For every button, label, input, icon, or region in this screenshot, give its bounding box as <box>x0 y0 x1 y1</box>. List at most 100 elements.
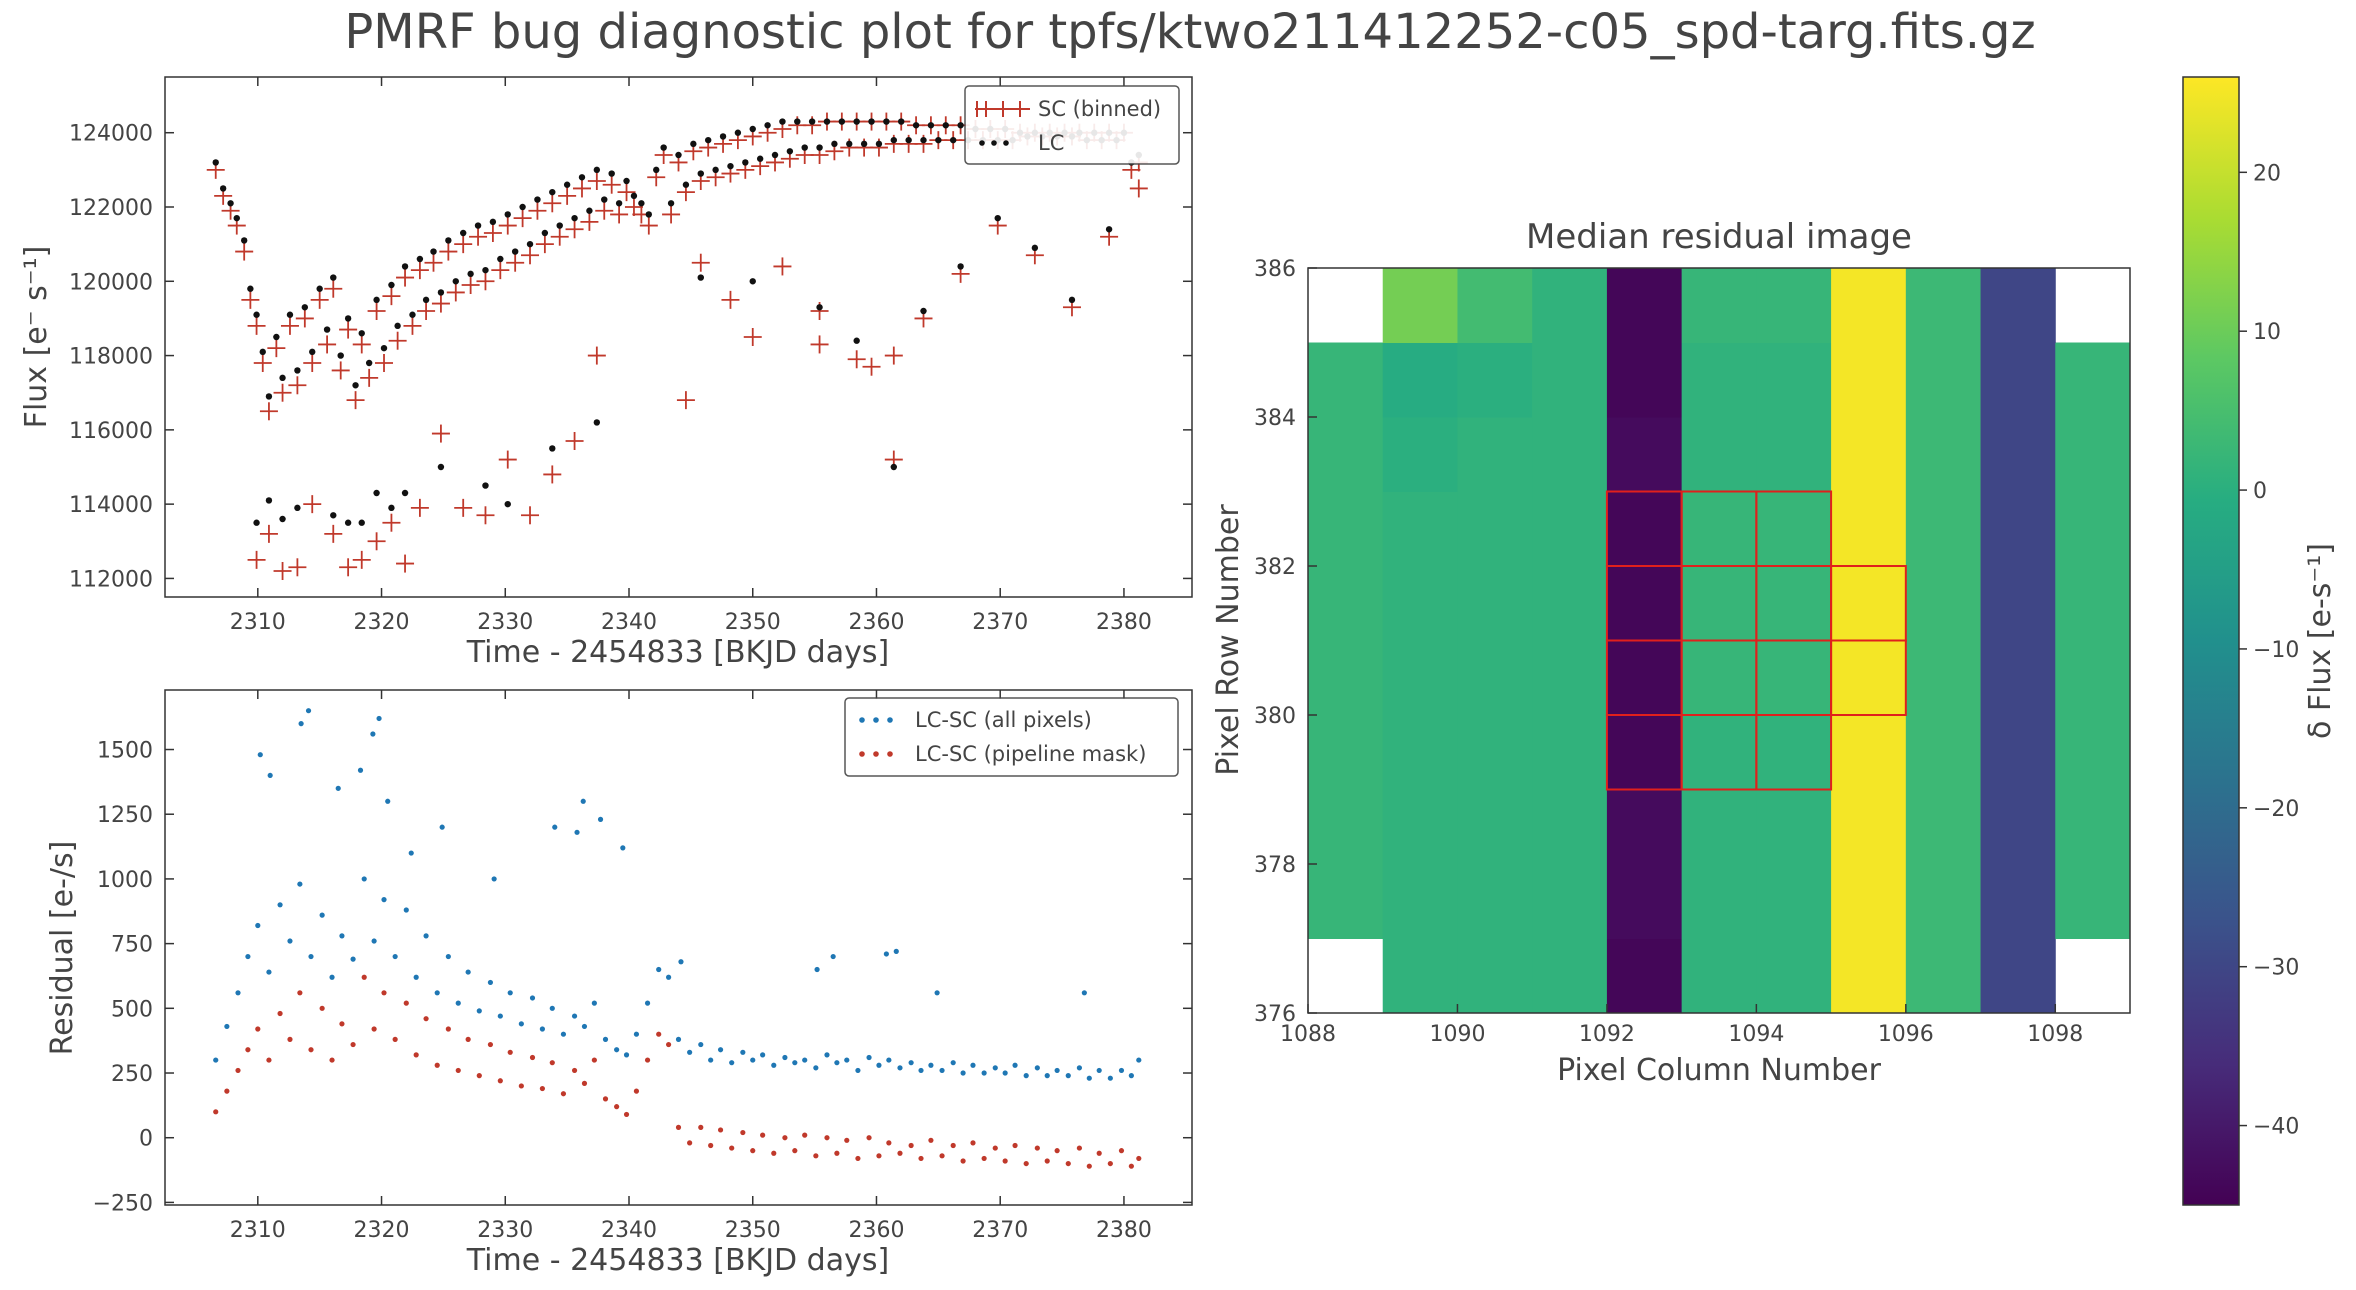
heatmap-cell <box>1756 640 1832 716</box>
residual-lc-sc-all-pixels-point <box>267 772 273 779</box>
flux-sc-binned-point <box>247 550 266 569</box>
residual-lc-sc-pipeline-mask-point <box>824 1135 830 1141</box>
flux-lc-point <box>675 151 682 159</box>
residual-lc-sc-all-pixels-point <box>235 990 241 996</box>
heatmap-cell <box>1681 640 1757 716</box>
flux-sc-binned-point <box>535 235 554 254</box>
residual-lc-sc-all-pixels-point <box>1012 1062 1018 1068</box>
heatmap-cell <box>1308 715 1384 790</box>
flux-sc-binned-point <box>513 209 532 228</box>
residual-lc-sc-pipeline-mask-point <box>844 1137 850 1143</box>
flux-sc-binned-point <box>476 272 495 291</box>
flux-lc-point <box>373 489 380 497</box>
residual-lc-sc-pipeline-mask-point <box>1012 1142 1018 1149</box>
residual-lc-sc-all-pixels-point <box>445 953 451 960</box>
flux-lc-point <box>445 237 452 244</box>
residual-lc-sc-pipeline-mask-point <box>602 1096 609 1102</box>
residual-lc-sc-all-pixels-point <box>1044 1073 1050 1079</box>
colorbar-tick-label: −40 <box>2253 1115 2299 1140</box>
heatmap-cell <box>1382 342 1458 418</box>
residual-lc-sc-pipeline-mask-point <box>224 1088 230 1094</box>
heatmap-cell <box>2055 342 2131 418</box>
flux-sc-binned-point <box>410 498 429 517</box>
flux-sc-binned-point <box>339 558 358 577</box>
residual-lc-sc-all-pixels-point <box>830 953 836 960</box>
flux-lc-point <box>265 497 273 504</box>
residual-lc-sc-pipeline-mask-point <box>549 1060 555 1066</box>
residual-lc-sc-pipeline-mask-point <box>876 1153 882 1159</box>
flux-lc-point <box>401 263 409 270</box>
heatmap-cell <box>1308 417 1384 492</box>
residual-lc-sc-pipeline-mask-point <box>981 1155 987 1162</box>
residual-lc-sc-all-pixels-point <box>855 1067 861 1074</box>
residual-lc-sc-pipeline-mask-point <box>1136 1155 1142 1162</box>
heatmap-cell <box>1831 342 1907 418</box>
heatmap-title: Median residual image <box>1526 217 1912 257</box>
flux-lc-point <box>586 207 593 214</box>
residual-lc-sc-all-pixels-point <box>529 995 536 1001</box>
residual-lc-sc-all-pixels-point <box>381 897 387 903</box>
flux-sc-binned-point <box>253 354 272 372</box>
residual-lc-sc-all-pixels-point <box>813 1065 819 1071</box>
flux-lc-point <box>388 281 395 289</box>
flux-sc-binned-point <box>528 201 547 220</box>
colorbar-gradient <box>2182 76 2240 1206</box>
residual-lc-sc-pipeline-mask-point <box>897 1150 903 1156</box>
flux-sc-binned-point <box>417 302 436 320</box>
heatmap-axes-frame <box>1307 267 2131 1014</box>
flux-sc-binned-point <box>810 335 829 354</box>
residual-lc-sc-pipeline-mask-point <box>1044 1158 1050 1164</box>
residual-lc-sc-all-pixels-point <box>897 1065 903 1071</box>
heatmap-cell <box>1831 566 1907 641</box>
flux-marks <box>206 112 1148 580</box>
flux-lc-point <box>957 122 964 129</box>
heatmap-cell <box>1905 566 1982 641</box>
residual-lc-sc-all-pixels-point <box>329 974 335 980</box>
residual-lc-sc-all-pixels-point <box>876 1062 882 1068</box>
legend-marker-lc <box>979 140 1009 146</box>
heatmap-cell <box>1681 268 1757 343</box>
flux-sc-binned-point <box>439 242 458 261</box>
residual-lc-sc-pipeline-mask-point <box>413 1052 419 1058</box>
flux-sc-binned-point <box>721 290 740 309</box>
flux-lc-point <box>808 118 816 125</box>
residual-x-tick-label: 2350 <box>725 1218 781 1243</box>
flux-lc-point <box>868 118 875 125</box>
residual-lc-sc-pipeline-mask-point <box>908 1142 914 1149</box>
legend-label-all-pixels: LC-SC (all pixels) <box>915 708 1092 732</box>
flux-lc-point <box>860 140 868 148</box>
flux-lc-point <box>927 122 935 129</box>
residual-panel: 2310 2320 2330 2340 2350 2360 2370 2380 −250 0 250… <box>45 689 1193 1278</box>
flux-lc-point <box>504 211 511 218</box>
residual-y-tick-label: 1250 <box>97 803 153 828</box>
flux-lc-point <box>920 307 927 315</box>
flux-y-tick-label: 114000 <box>69 493 153 518</box>
flux-sc-binned-point <box>424 253 443 272</box>
residual-lc-sc-all-pixels-point <box>339 933 345 939</box>
residual-lc-sc-pipeline-mask-point <box>571 1067 578 1074</box>
heatmap-cell <box>1756 864 1832 939</box>
residual-lc-sc-all-pixels-point <box>403 907 409 913</box>
heatmap-cell <box>1756 417 1832 492</box>
heatmap-cell <box>1905 268 1982 343</box>
residual-lc-sc-pipeline-mask-point <box>855 1155 861 1162</box>
heatmap-cell <box>1681 715 1757 790</box>
flux-lc-point <box>437 289 445 296</box>
flux-lc-point <box>935 136 942 144</box>
flux-lc-point <box>853 118 860 125</box>
heatmap-x-tick-label: 1088 <box>1280 1022 1336 1047</box>
flux-sc-binned-point <box>396 268 415 287</box>
residual-lc-sc-all-pixels-point <box>549 1005 555 1011</box>
residual-lc-sc-all-pixels-point <box>507 990 513 996</box>
residual-lc-sc-pipeline-mask-point <box>487 1041 494 1048</box>
flux-legend: SC (binned) LC <box>964 85 1180 165</box>
residual-lc-sc-pipeline-mask-point <box>255 1026 261 1032</box>
residual-lc-sc-all-pixels-point <box>581 1023 588 1030</box>
residual-lc-sc-all-pixels-point <box>255 922 261 929</box>
heatmap-cell <box>1382 491 1458 567</box>
aperture-pixel <box>1755 714 1833 791</box>
legend-marker-pipeline-mask <box>859 751 893 757</box>
flux-sc-binned-point <box>403 316 422 335</box>
flux-x-label: Time - 2454833 [BKJD days] <box>466 635 889 670</box>
residual-lc-sc-all-pixels-point <box>960 1070 966 1076</box>
